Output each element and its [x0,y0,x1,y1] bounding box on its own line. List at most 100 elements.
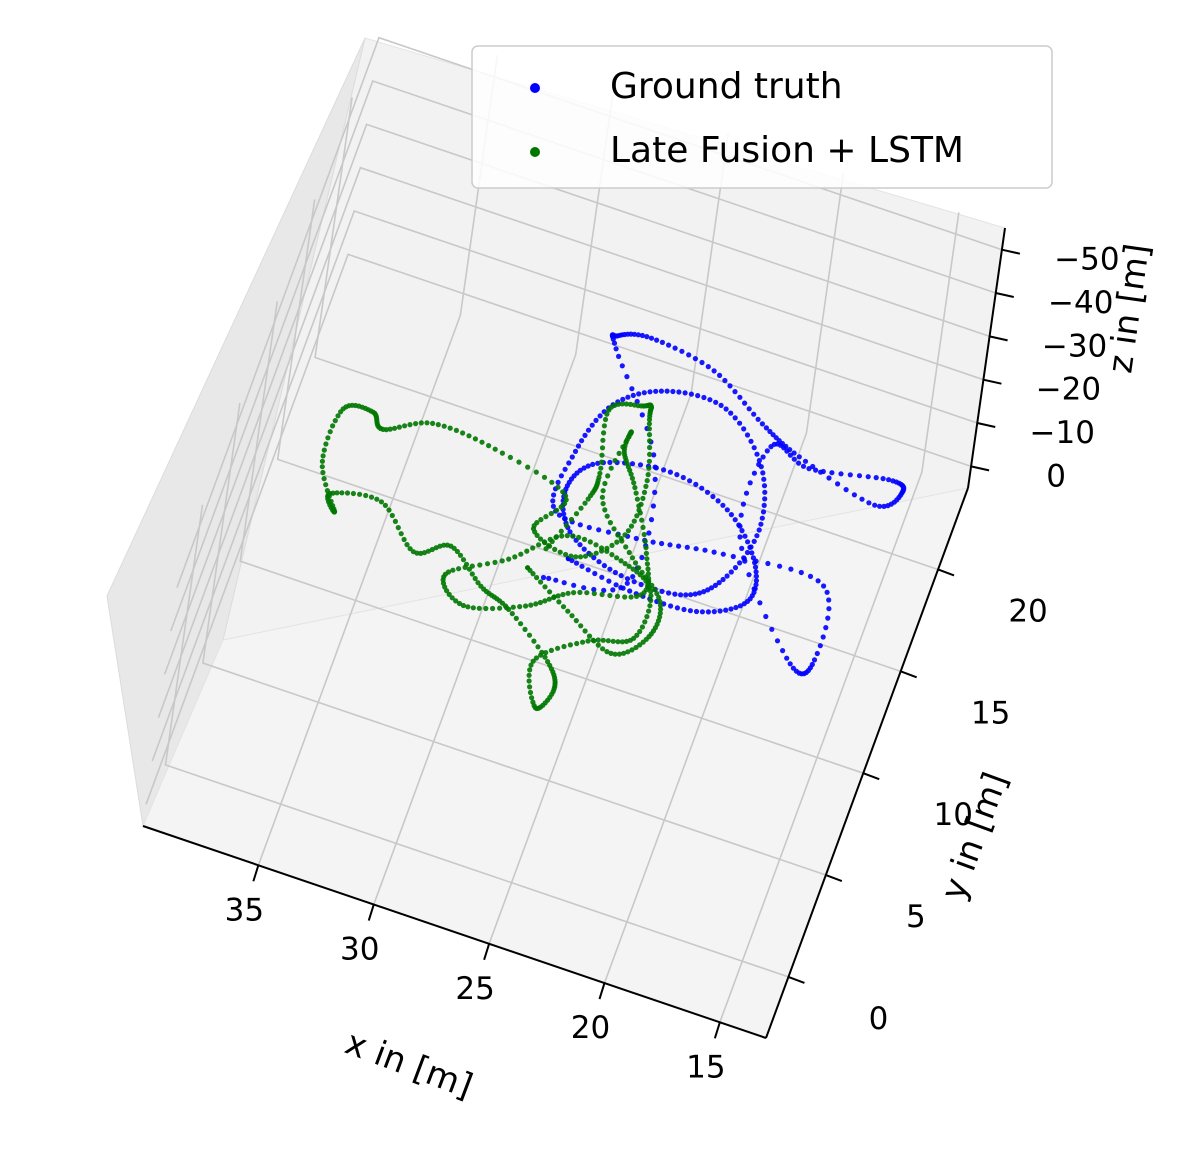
data-point [320,453,326,459]
data-point [737,534,743,540]
data-point [710,493,716,500]
data-point [622,561,628,567]
data-point [644,614,650,620]
data-point [624,374,630,380]
data-point [648,517,655,523]
data-point [886,477,892,483]
data-point [560,489,566,495]
data-point [574,640,580,647]
data-point [528,602,534,608]
data-point [588,552,594,558]
z-tick-mark [989,335,1008,342]
data-point [728,569,734,575]
data-point [418,420,424,426]
data-point [604,649,610,655]
data-point [616,450,622,456]
data-point [642,619,648,625]
data-point [704,489,711,495]
data-point [616,353,622,359]
data-point [711,368,717,374]
data-point [632,485,638,491]
data-point [577,554,584,560]
data-point [552,546,558,553]
data-point [535,644,541,650]
data-point [525,464,531,470]
data-point [527,667,533,673]
data-point [630,566,636,572]
data-point [579,563,585,569]
data-point [553,534,559,540]
data-point [332,418,338,424]
data-point [699,609,706,615]
grid-line-z [145,253,972,805]
data-point [631,331,638,337]
data-point [450,567,456,573]
data-point [575,443,582,449]
data-point [623,544,629,550]
data-point [629,461,636,467]
data-point [563,522,570,529]
data-point [608,650,614,657]
data-point [744,432,751,438]
data-point [499,558,505,564]
grid-line-z [157,166,984,718]
data-point [656,594,662,601]
y-axis-label: y in [m] [933,767,1016,905]
data-point [746,406,752,412]
data-point [681,606,687,613]
data-point [484,561,491,567]
data-point [645,566,651,572]
data-point [499,450,505,456]
data-point [625,528,632,534]
data-point [759,515,765,521]
data-point [737,420,743,426]
data-point [756,527,762,533]
data-point [582,628,588,634]
data-point [612,569,619,576]
data-point [741,555,747,561]
data-point [577,522,583,528]
data-point [363,492,369,499]
legend-box [471,45,1053,189]
data-point [674,472,680,478]
data-point [646,426,653,432]
data-point [821,583,827,589]
data-point [742,533,748,539]
data-point [605,638,611,644]
data-point [622,594,628,600]
data-point [639,517,645,523]
data-point [555,593,561,599]
data-point [657,602,664,609]
data-point [542,654,548,660]
data-point [777,563,783,569]
data-point [565,608,571,614]
data-point [547,536,553,542]
data-point [378,499,384,505]
data-point [573,511,580,517]
data-point [701,394,707,401]
data-point [658,606,664,612]
z-tick-label: −50 [1054,242,1119,278]
data-point [593,550,599,556]
data-point [611,526,617,532]
data-point [644,334,650,340]
data-point [582,432,588,438]
data-point [747,544,753,551]
data-point [636,565,642,571]
data-point [323,441,329,447]
data-point [646,578,652,584]
data-point [680,474,686,481]
data-point [807,573,814,580]
data-point [572,448,579,454]
data-point [717,608,723,614]
y-tick-label: 0 [869,1001,889,1037]
data-point [676,389,682,395]
data-point [607,566,613,572]
grid-line-y [201,402,827,876]
data-point [396,424,402,430]
data-point [398,531,404,537]
data-point [768,444,774,450]
data-point [599,452,605,458]
z-tick-mark [977,422,996,428]
data-point [407,546,413,552]
